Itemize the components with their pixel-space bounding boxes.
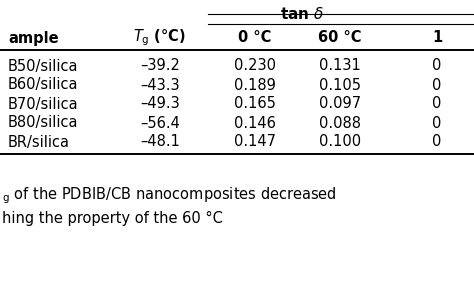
Text: 0: 0 xyxy=(432,135,441,150)
Text: –56.4: –56.4 xyxy=(140,116,180,131)
Text: tan $\delta$: tan $\delta$ xyxy=(280,6,325,22)
Text: 0.230: 0.230 xyxy=(234,58,276,74)
Text: 0: 0 xyxy=(432,96,441,112)
Text: B50/silica: B50/silica xyxy=(8,58,79,74)
Text: 0: 0 xyxy=(432,116,441,131)
Text: 0: 0 xyxy=(432,77,441,93)
Text: 0.100: 0.100 xyxy=(319,135,361,150)
Text: 0.165: 0.165 xyxy=(234,96,276,112)
Text: BR/silica: BR/silica xyxy=(8,135,70,150)
Text: ample: ample xyxy=(8,30,59,46)
Text: –48.1: –48.1 xyxy=(140,135,180,150)
Text: 0 °C: 0 °C xyxy=(238,30,272,46)
Text: B60/silica: B60/silica xyxy=(8,77,79,93)
Text: 0.146: 0.146 xyxy=(234,116,276,131)
Text: 1: 1 xyxy=(432,30,442,46)
Text: –39.2: –39.2 xyxy=(140,58,180,74)
Text: $_\mathrm{g}$ of the PDBIB/CB nanocomposites decreased: $_\mathrm{g}$ of the PDBIB/CB nanocompos… xyxy=(2,186,337,206)
Text: B70/silica: B70/silica xyxy=(8,96,79,112)
Text: –43.3: –43.3 xyxy=(140,77,180,93)
Text: 60 °C: 60 °C xyxy=(318,30,362,46)
Text: hing the property of the 60 °C: hing the property of the 60 °C xyxy=(2,211,223,225)
Text: 0.189: 0.189 xyxy=(234,77,276,93)
Text: B80/silica: B80/silica xyxy=(8,116,79,131)
Text: $T_\mathrm{g}$ (°C): $T_\mathrm{g}$ (°C) xyxy=(134,28,187,48)
Text: 0.131: 0.131 xyxy=(319,58,361,74)
Text: –49.3: –49.3 xyxy=(140,96,180,112)
Text: 0.105: 0.105 xyxy=(319,77,361,93)
Text: 0: 0 xyxy=(432,58,441,74)
Text: 0.097: 0.097 xyxy=(319,96,361,112)
Text: 0.088: 0.088 xyxy=(319,116,361,131)
Text: 0.147: 0.147 xyxy=(234,135,276,150)
